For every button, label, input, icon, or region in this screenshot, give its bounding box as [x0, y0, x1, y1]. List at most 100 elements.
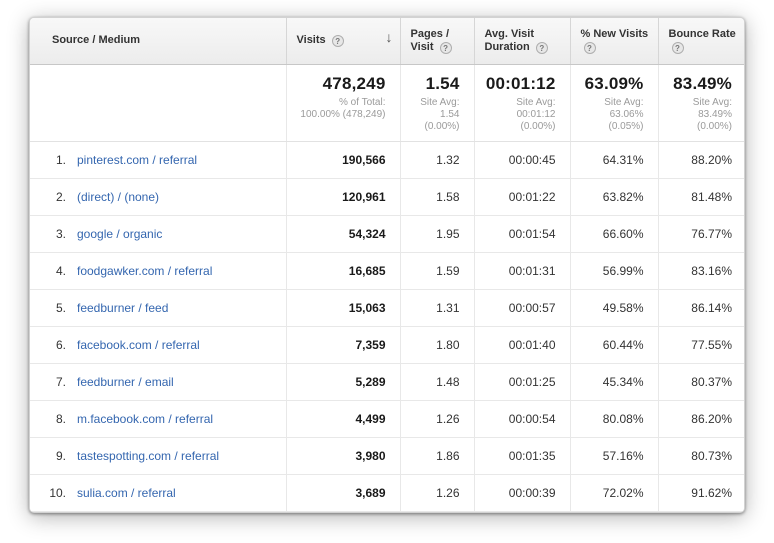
- source-link[interactable]: feedburner / feed: [77, 300, 169, 315]
- pages-visit-cell: 1.58: [399, 178, 474, 216]
- summary-new-visits-detail: 63.06% (0.05%): [608, 108, 644, 132]
- help-icon[interactable]: ?: [671, 41, 684, 54]
- col-header-visits-label: Visits: [296, 34, 326, 47]
- help-icon[interactable]: ?: [439, 41, 452, 54]
- summary-visits-value: 478,249: [322, 73, 386, 93]
- summary-bounce-label: Site Avg:: [692, 96, 732, 108]
- source-link[interactable]: google / organic: [77, 226, 163, 241]
- col-header-visits[interactable]: Visits ? ↓: [285, 18, 400, 65]
- table-row: 9. tastespotting.com / referral 3,980 1.8…: [30, 437, 744, 475]
- col-header-pages-visit-label: Pages / Visit: [410, 27, 450, 53]
- source-cell: 8. m.facebook.com / referral: [30, 400, 286, 438]
- col-header-new-visits[interactable]: % New Visits ?: [569, 18, 658, 65]
- source-link[interactable]: pinterest.com / referral: [77, 152, 198, 167]
- source-cell: 5. feedburner / feed: [30, 289, 286, 327]
- source-link[interactable]: tastespotting.com / referral: [77, 448, 220, 463]
- summary-pages-cell: 1.54 Site Avg: 1.54 (0.00%): [399, 64, 474, 142]
- summary-visits-label: % of Total:: [338, 96, 386, 108]
- summary-duration-detail: 00:01:12 (0.00%): [516, 108, 556, 132]
- summary-pages-detail: 1.54 (0.00%): [424, 108, 460, 132]
- bounce-rate-cell: 80.73%: [657, 437, 744, 475]
- summary-duration-label: Site Avg:: [516, 96, 556, 108]
- row-index: 9.: [55, 448, 66, 463]
- summary-pages-value: 1.54: [425, 73, 460, 93]
- summary-visits-cell: 478,249 % of Total: 100.00% (478,249): [285, 64, 400, 142]
- source-cell: 2. (direct) / (none): [30, 178, 286, 216]
- avg-duration-cell: 00:01:22: [473, 178, 570, 216]
- visits-cell: 15,063: [285, 289, 400, 327]
- summary-visits-detail: 100.00% (478,249): [300, 108, 386, 120]
- col-header-source-medium-label: Source / Medium: [52, 34, 141, 47]
- avg-duration-cell: 00:00:39: [473, 474, 570, 512]
- col-header-bounce-rate-label: Bounce Rate: [668, 27, 736, 40]
- row-index: 10.: [49, 485, 66, 500]
- table-row: 3. google / organic 54,324 1.95 00:01:54 …: [30, 215, 744, 253]
- row-index: 3.: [55, 226, 66, 241]
- pages-visit-cell: 1.26: [399, 400, 474, 438]
- summary-new-visits-label: Site Avg:: [604, 96, 644, 108]
- row-index: 1.: [55, 152, 66, 167]
- sort-descending-icon[interactable]: ↓: [385, 29, 393, 45]
- source-medium-table: Source / Medium Visits ? ↓ Pages / Visit…: [30, 18, 744, 512]
- table-row: 10. sulia.com / referral 3,689 1.26 00:00…: [30, 474, 744, 512]
- avg-duration-cell: 00:01:31: [473, 252, 570, 290]
- table-row: 2. (direct) / (none) 120,961 1.58 00:01:2…: [30, 178, 744, 216]
- source-cell: 4. foodgawker.com / referral: [30, 252, 286, 290]
- avg-duration-cell: 00:01:35: [473, 437, 570, 475]
- new-visits-cell: 72.02%: [569, 474, 658, 512]
- new-visits-cell: 49.58%: [569, 289, 658, 327]
- source-link[interactable]: m.facebook.com / referral: [77, 411, 214, 426]
- help-icon[interactable]: ?: [583, 41, 596, 54]
- summary-bounce-value: 83.49%: [673, 73, 732, 93]
- avg-duration-cell: 00:00:54: [473, 400, 570, 438]
- summary-new-visits-value: 63.09%: [584, 73, 644, 93]
- col-header-source-medium[interactable]: Source / Medium: [30, 18, 286, 65]
- help-icon[interactable]: ?: [331, 35, 344, 48]
- bounce-rate-cell: 77.55%: [657, 326, 744, 364]
- new-visits-cell: 66.60%: [569, 215, 658, 253]
- source-link[interactable]: sulia.com / referral: [77, 485, 176, 500]
- summary-duration-cell: 00:01:12 Site Avg: 00:01:12 (0.00%): [473, 64, 570, 142]
- pages-visit-cell: 1.59: [399, 252, 474, 290]
- source-cell: 6. facebook.com / referral: [30, 326, 286, 364]
- summary-pages-label: Site Avg:: [420, 96, 460, 108]
- visits-cell: 54,324: [285, 215, 400, 253]
- visits-cell: 3,689: [285, 474, 400, 512]
- pages-visit-cell: 1.86: [399, 437, 474, 475]
- visits-cell: 7,359: [285, 326, 400, 364]
- table-row: 6. facebook.com / referral 7,359 1.80 00:…: [30, 326, 744, 364]
- source-link[interactable]: (direct) / (none): [77, 189, 160, 204]
- source-link[interactable]: feedburner / email: [77, 374, 174, 389]
- bounce-rate-cell: 80.37%: [657, 363, 744, 401]
- table-row: 7. feedburner / email 5,289 1.48 00:01:25…: [30, 363, 744, 401]
- row-index: 8.: [55, 411, 66, 426]
- analytics-report-card: Source / Medium Visits ? ↓ Pages / Visit…: [29, 17, 745, 513]
- row-index: 2.: [55, 189, 66, 204]
- col-header-pages-visit[interactable]: Pages / Visit ?: [399, 18, 474, 65]
- new-visits-cell: 57.16%: [569, 437, 658, 475]
- visits-cell: 120,961: [285, 178, 400, 216]
- avg-duration-cell: 00:00:45: [473, 141, 570, 179]
- row-index: 5.: [55, 300, 66, 315]
- help-icon[interactable]: ?: [535, 41, 548, 54]
- summary-new-visits-cell: 63.09% Site Avg: 63.06% (0.05%): [569, 64, 658, 142]
- pages-visit-cell: 1.80: [399, 326, 474, 364]
- col-header-bounce-rate[interactable]: Bounce Rate ?: [657, 18, 744, 65]
- bounce-rate-cell: 86.14%: [657, 289, 744, 327]
- bounce-rate-cell: 91.62%: [657, 474, 744, 512]
- col-header-avg-visit-duration-label: Avg. Visit Duration: [484, 27, 535, 53]
- source-link[interactable]: foodgawker.com / referral: [77, 263, 213, 278]
- visits-cell: 16,685: [285, 252, 400, 290]
- source-link[interactable]: facebook.com / referral: [77, 337, 200, 352]
- header-row: Source / Medium Visits ? ↓ Pages / Visit…: [30, 18, 744, 65]
- visits-cell: 4,499: [285, 400, 400, 438]
- new-visits-cell: 80.08%: [569, 400, 658, 438]
- summary-empty-cell: [30, 64, 286, 142]
- bounce-rate-cell: 81.48%: [657, 178, 744, 216]
- col-header-new-visits-label: % New Visits: [580, 27, 649, 40]
- source-cell: 10. sulia.com / referral: [30, 474, 286, 512]
- avg-duration-cell: 00:00:57: [473, 289, 570, 327]
- summary-duration-value: 00:01:12: [485, 73, 556, 93]
- summary-row: 478,249 % of Total: 100.00% (478,249) 1.…: [30, 64, 744, 142]
- col-header-avg-visit-duration[interactable]: Avg. Visit Duration ?: [473, 18, 570, 65]
